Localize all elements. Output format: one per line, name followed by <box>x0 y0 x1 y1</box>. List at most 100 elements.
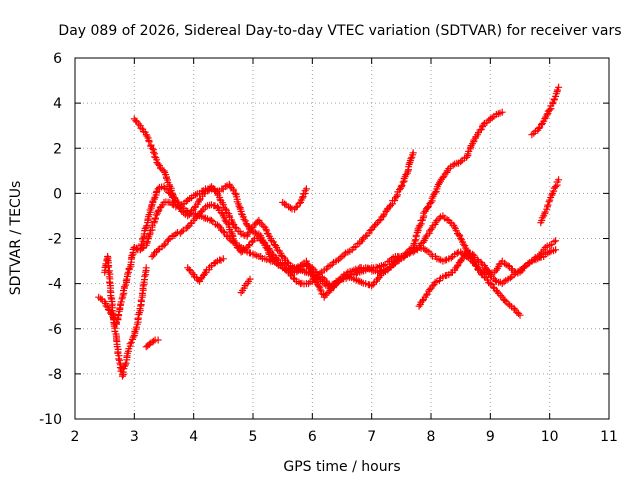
data-point-marker <box>419 297 427 305</box>
data-point-marker <box>178 228 186 236</box>
data-point-marker <box>510 271 518 279</box>
y-tick-label: 2 <box>53 141 62 157</box>
data-point-marker <box>243 221 251 229</box>
data-point-marker <box>168 189 176 197</box>
data-point-marker <box>494 110 502 118</box>
data-point-marker <box>447 254 455 262</box>
y-tick-label: -6 <box>48 322 62 338</box>
y-tick-label: -10 <box>39 412 62 428</box>
data-point-marker <box>422 291 430 299</box>
data-point-marker <box>164 236 172 244</box>
data-point-marker <box>293 268 301 276</box>
data-point-marker <box>316 285 324 293</box>
data-point-marker <box>245 242 253 250</box>
data-point-marker <box>473 256 481 264</box>
series-track-k <box>528 83 563 139</box>
series-track-c <box>130 183 524 319</box>
data-point-marker <box>135 120 143 128</box>
x-tick-label: 7 <box>367 429 376 445</box>
data-point-marker <box>120 362 128 370</box>
data-point-marker <box>504 262 512 270</box>
data-point-marker <box>215 222 223 230</box>
x-tick-label: 6 <box>308 429 317 445</box>
data-point-marker <box>235 202 243 210</box>
data-point-marker <box>371 222 379 230</box>
data-point-marker <box>267 237 275 244</box>
plot-frame <box>74 57 610 420</box>
data-point-marker <box>124 270 132 278</box>
data-point-marker <box>122 359 130 367</box>
data-point-marker <box>431 189 439 197</box>
series-track-i <box>237 275 254 297</box>
data-point-marker <box>424 204 432 212</box>
data-point-marker <box>154 160 162 168</box>
data-point-marker <box>359 235 366 243</box>
data-point-marker <box>543 111 551 119</box>
data-point-marker <box>116 364 124 372</box>
data-point-marker <box>414 225 422 233</box>
data-point-marker <box>208 216 215 224</box>
data-point-marker <box>117 298 125 306</box>
data-point-marker <box>552 183 560 191</box>
data-point-marker <box>192 191 200 199</box>
data-point-marker <box>497 292 505 299</box>
data-point-marker <box>510 304 518 312</box>
data-point-marker <box>150 337 157 345</box>
data-point-marker <box>343 270 350 278</box>
chart-title: Day 089 of 2026, Sidereal Day-to-day VTE… <box>58 23 621 39</box>
data-point-marker <box>160 167 168 175</box>
data-point-marker <box>498 108 506 116</box>
data-point-marker <box>252 229 259 237</box>
data-point-marker <box>275 260 283 268</box>
data-point-marker <box>479 121 487 129</box>
data-point-marker <box>302 185 310 193</box>
x-tick-label: 2 <box>71 429 80 445</box>
series-track-e <box>415 237 560 310</box>
series-track-l <box>537 176 563 227</box>
data-point-marker <box>463 153 471 161</box>
data-point-marker <box>129 333 137 341</box>
data-point-marker <box>119 372 126 380</box>
data-point-marker <box>393 192 401 200</box>
data-point-marker <box>154 336 162 344</box>
y-tick-label: 6 <box>53 51 62 67</box>
data-point-marker <box>298 194 306 202</box>
data-point-marker <box>221 183 229 191</box>
data-point-marker <box>281 264 289 272</box>
data-point-marker <box>427 226 435 233</box>
data-point-marker <box>398 181 406 189</box>
x-tick-label: 11 <box>600 429 618 445</box>
data-point-marker <box>138 244 146 252</box>
series-track-f <box>101 253 150 380</box>
y-tick-label: -8 <box>48 367 62 383</box>
series-track-g <box>142 336 162 351</box>
data-point-marker <box>219 228 227 236</box>
data-point-marker <box>153 209 161 217</box>
data-point-marker <box>427 198 435 206</box>
data-point-marker <box>476 266 484 274</box>
data-point-marker <box>125 265 133 273</box>
data-point-marker <box>384 258 392 266</box>
data-point-marker <box>284 258 291 266</box>
data-point-marker <box>297 266 304 274</box>
data-point-marker <box>246 275 254 283</box>
data-point-marker <box>535 124 543 132</box>
data-point-marker <box>550 238 558 246</box>
data-point-marker <box>501 259 508 267</box>
y-tick-labels: 6 4 2 0 -2 -4 -6 -8 -10 <box>39 51 62 428</box>
data-point-marker <box>439 174 447 182</box>
data-point-marker <box>376 268 384 276</box>
data-point-marker <box>409 149 417 157</box>
data-point-marker <box>451 223 459 231</box>
data-point-marker <box>524 260 532 268</box>
x-tick-label: 10 <box>541 429 559 445</box>
data-point-marker <box>486 280 494 288</box>
y-tick-label: 0 <box>53 186 62 202</box>
data-point-marker <box>435 255 443 263</box>
data-point-marker <box>508 265 516 273</box>
data-point-marker <box>386 264 393 272</box>
data-point-marker <box>143 238 151 246</box>
data-point-marker <box>142 264 150 272</box>
data-point-marker <box>541 115 549 123</box>
data-point-marker <box>185 211 193 219</box>
